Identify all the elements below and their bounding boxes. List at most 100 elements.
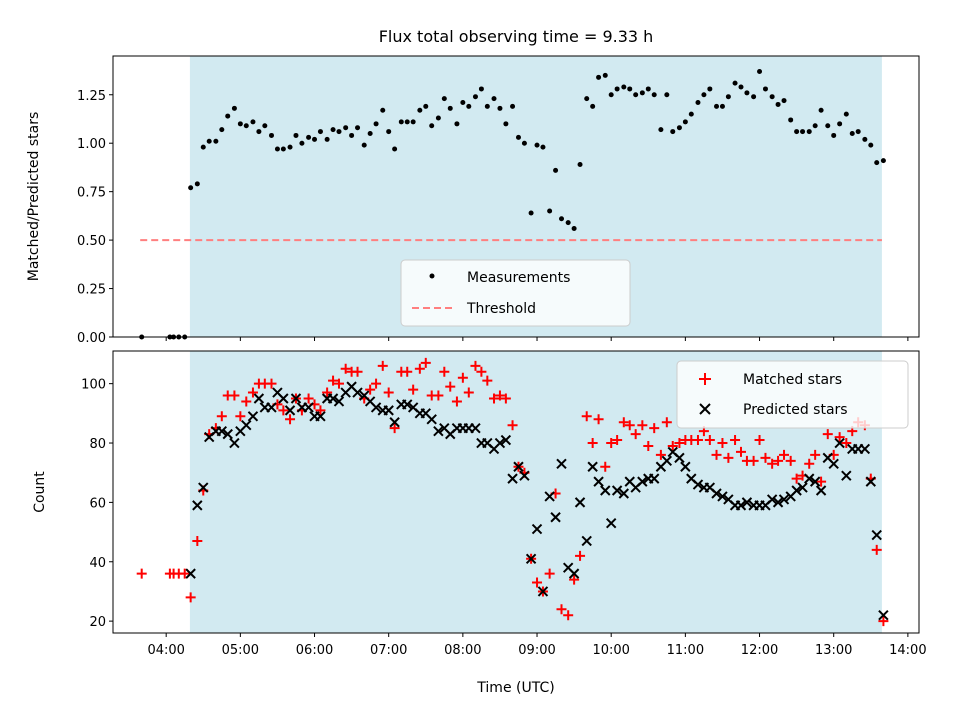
measurement-point xyxy=(658,127,664,133)
measurement-point xyxy=(510,103,516,109)
predicted-star-point xyxy=(266,402,277,413)
predicted-star-point xyxy=(778,494,790,505)
measurement-point xyxy=(880,158,886,164)
predicted-star-point xyxy=(185,568,196,579)
measurement-point xyxy=(280,146,286,152)
predicted-star-point xyxy=(692,479,704,490)
predicted-star-point xyxy=(556,458,567,470)
matched-star-point xyxy=(730,435,741,446)
measurement-point xyxy=(472,94,478,100)
top-axes-frame xyxy=(112,55,920,338)
predicted-star-point xyxy=(327,393,339,404)
predicted-star-point xyxy=(680,461,691,472)
predicted-star-point xyxy=(544,491,555,502)
bottom-legend-box xyxy=(676,360,909,429)
predicted-star-point xyxy=(433,425,444,437)
top-y-axis-label: Matched/Predicted stars xyxy=(26,112,42,282)
matched-star-point xyxy=(489,393,500,404)
measurement-point xyxy=(206,138,212,144)
measurement-point xyxy=(670,129,676,135)
measurement-point xyxy=(590,103,596,109)
matched-star-point xyxy=(500,393,511,404)
measurement-point xyxy=(274,146,280,152)
measurement-point xyxy=(521,140,527,146)
predicted-star-point xyxy=(284,405,296,416)
predicted-star-point xyxy=(333,396,345,407)
matched-star-point xyxy=(649,423,660,434)
predicted-star-point xyxy=(605,517,617,529)
bottom-legend: Matched stars Predicted stars xyxy=(676,360,909,429)
matched-star-point xyxy=(674,438,685,449)
measurement-point xyxy=(701,92,707,98)
matched-star-point xyxy=(816,476,827,487)
matched-star-point xyxy=(507,420,518,431)
measurement-point xyxy=(855,129,861,135)
measurement-point xyxy=(614,86,620,92)
matched-star-point xyxy=(285,414,296,425)
predicted-star-point xyxy=(192,500,203,511)
predicted-star-point xyxy=(674,452,685,464)
matched-star-point xyxy=(377,360,388,371)
measurement-point xyxy=(497,105,503,111)
measurement-point xyxy=(757,69,763,75)
matched-star-point xyxy=(315,405,326,416)
matched-star-point xyxy=(402,366,413,377)
measurement-point xyxy=(664,92,670,98)
bottom-axes-frame xyxy=(112,350,920,634)
measurement-point xyxy=(200,144,206,150)
predicted-star-point xyxy=(661,455,673,467)
matched-star-point xyxy=(791,473,802,484)
matched-star-point xyxy=(247,387,258,398)
top-legend-box xyxy=(400,259,631,327)
matched-star-point xyxy=(612,435,623,446)
matched-star-point xyxy=(785,455,796,466)
measurement-point xyxy=(355,125,361,131)
matched-star-point xyxy=(420,357,431,368)
measurement-point xyxy=(324,136,330,142)
measurement-point xyxy=(788,117,794,123)
predicted-star-point xyxy=(809,476,821,487)
measurement-point xyxy=(751,94,757,100)
measurement-point xyxy=(392,146,398,152)
measurement-point xyxy=(269,132,275,138)
measurement-point xyxy=(559,216,565,222)
matched-star-point xyxy=(834,432,845,443)
measurement-point xyxy=(868,142,874,148)
matched-star-point xyxy=(822,429,833,440)
measurement-point xyxy=(349,132,355,138)
measurement-point xyxy=(262,123,268,129)
matched-star-point xyxy=(704,435,715,446)
matched-star-point xyxy=(439,366,450,377)
matched-star-point xyxy=(266,378,277,389)
matched-star-point xyxy=(575,550,586,561)
predicted-star-point xyxy=(741,497,753,508)
x-tick-label: 11:00 xyxy=(667,643,704,658)
measurement-point xyxy=(435,115,441,121)
measurement-point xyxy=(627,86,633,92)
matched-star-point xyxy=(463,387,474,398)
measurement-point xyxy=(336,129,342,135)
top-legend: Measurements Threshold xyxy=(400,259,631,327)
predicted-star-point xyxy=(735,500,747,511)
predicted-star-point xyxy=(241,420,252,431)
matched-star-point xyxy=(841,438,852,449)
matched-star-point xyxy=(779,449,790,460)
ratio-panel: 0.00 0.25 0.50 0.75 1.00 1.25 Matched/Predict… xyxy=(26,55,920,346)
measurement-point xyxy=(410,119,416,125)
measurement-point xyxy=(714,103,720,109)
measurement-point xyxy=(225,113,231,119)
matched-star-point xyxy=(136,568,147,579)
predicted-star-point xyxy=(865,476,876,487)
measurement-point xyxy=(194,181,200,187)
x-axis-label: Time (UTC) xyxy=(476,680,554,696)
matched-star-point xyxy=(735,446,746,457)
predicted-star-point xyxy=(352,387,363,398)
matched-star-point xyxy=(433,390,444,401)
matched-star-point xyxy=(624,420,635,431)
measurement-point xyxy=(744,90,750,96)
measurement-point xyxy=(553,167,559,173)
predicted-star-point xyxy=(494,437,506,449)
matched-star-point xyxy=(581,411,592,422)
measurement-point xyxy=(608,92,614,98)
